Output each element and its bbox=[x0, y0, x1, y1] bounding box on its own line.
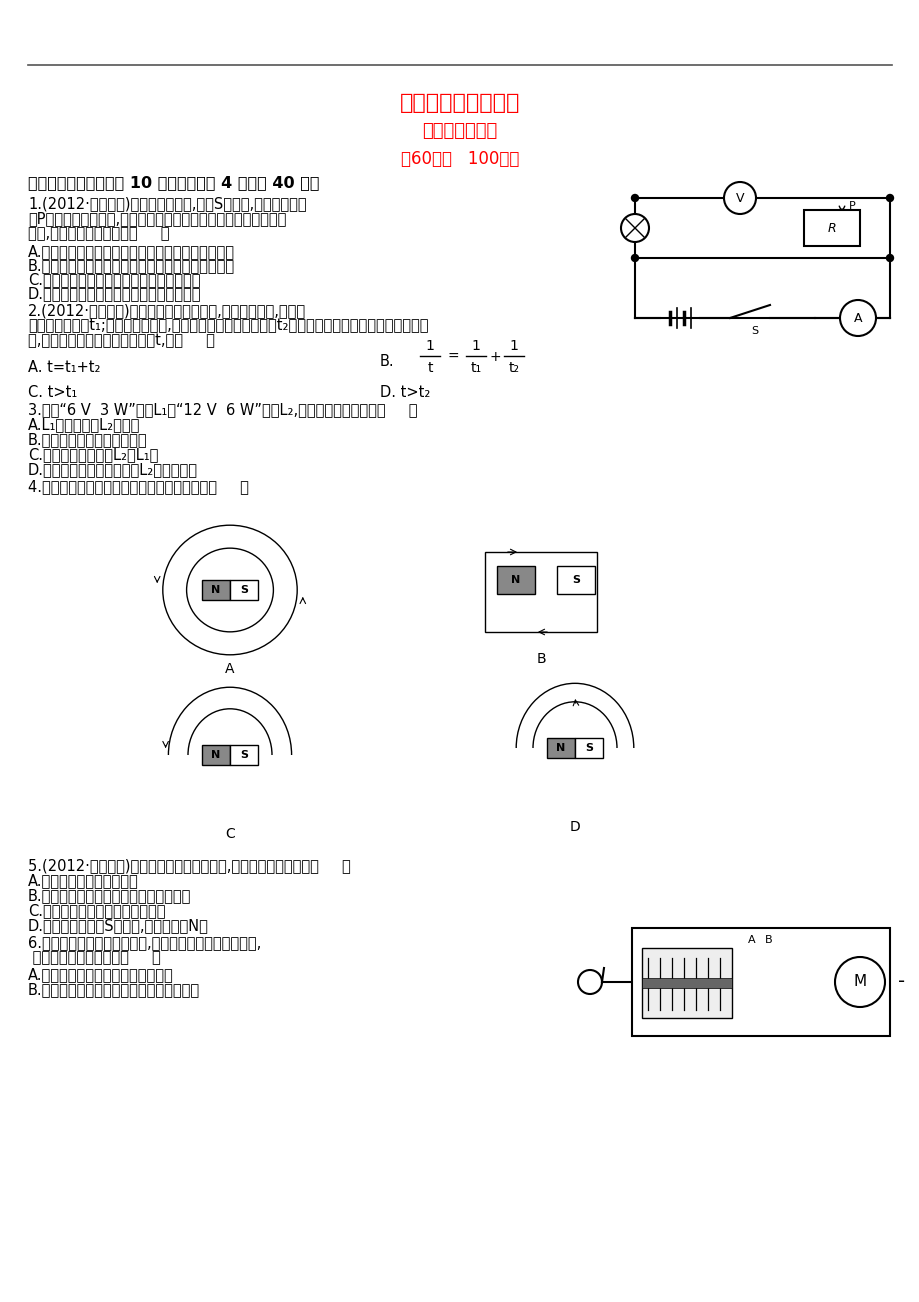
Text: 上,煮永同样一壶水需用的时间为t,则（     ）: 上,煮永同样一壶水需用的时间为t,则（ ） bbox=[28, 333, 215, 348]
Text: A.旋转鑰匙能使电磁铁所在电路工作: A.旋转鑰匙能使电磁铁所在电路工作 bbox=[28, 967, 174, 982]
Text: S: S bbox=[240, 750, 248, 760]
Text: 下列说法中不正确的是（     ）: 下列说法中不正确的是（ ） bbox=[28, 950, 161, 965]
Text: C. t>t₁: C. t>t₁ bbox=[28, 385, 77, 400]
Bar bbox=[484, 552, 596, 631]
Bar bbox=[574, 738, 602, 758]
Circle shape bbox=[886, 254, 892, 262]
Text: N: N bbox=[511, 575, 520, 585]
Text: C.磁感线是磁场中真实存在的曲线: C.磁感线是磁场中真实存在的曲线 bbox=[28, 904, 165, 918]
Text: -: - bbox=[897, 973, 904, 992]
Text: 1: 1 bbox=[425, 339, 434, 353]
Text: R: R bbox=[827, 221, 835, 234]
Text: +: + bbox=[489, 350, 500, 365]
Text: N: N bbox=[211, 585, 221, 595]
Text: D. t>t₂: D. t>t₂ bbox=[380, 385, 430, 400]
Circle shape bbox=[630, 194, 638, 202]
Circle shape bbox=[886, 194, 892, 202]
Text: t₁: t₁ bbox=[470, 361, 481, 375]
Text: 1: 1 bbox=[509, 339, 518, 353]
Text: 片P向右滑动的过程中,有关电流表、电压表的读数以及灯泡亮度的: 片P向右滑动的过程中,有关电流表、电压表的读数以及灯泡亮度的 bbox=[28, 211, 286, 227]
Text: A: A bbox=[225, 661, 234, 676]
Text: A.L₁的电阵大于L₂的电阵: A.L₁的电阵大于L₂的电阵 bbox=[28, 417, 141, 432]
Text: B.磁体之间的相互作用是通过磁场发生的: B.磁体之间的相互作用是通过磁场发生的 bbox=[28, 888, 191, 904]
Text: A.铁和铝都能够被磁体吸引: A.铁和铝都能够被磁体吸引 bbox=[28, 874, 139, 888]
Text: A. t=t₁+t₂: A. t=t₁+t₂ bbox=[28, 359, 100, 375]
Bar bbox=[631, 928, 889, 1036]
Bar bbox=[641, 948, 732, 1018]
Text: A: A bbox=[853, 311, 861, 324]
Bar bbox=[202, 579, 230, 600]
Text: A: A bbox=[747, 935, 755, 945]
Text: 变化,下列说法中正确的是（     ）: 变化,下列说法中正确的是（ ） bbox=[28, 227, 169, 241]
Text: A.电流表的读数变大，电压表的读数变小，灯泡变暗: A.电流表的读数变大，电压表的读数变小，灯泡变暗 bbox=[28, 243, 234, 259]
Circle shape bbox=[723, 182, 755, 214]
Text: 3.关于“6 V  3 W”的灯L₁和“12 V  6 W”的灯L₂,下列说法中正确的是（     ）: 3.关于“6 V 3 W”的灯L₁和“12 V 6 W”的灯L₂,下列说法中正确… bbox=[28, 402, 417, 417]
Text: 2.(2012·烟台中考)某电热器有两根电阵丝,只给一根通电,煮汸一: 2.(2012·烟台中考)某电热器有两根电阵丝,只给一根通电,煮汸一 bbox=[28, 303, 306, 318]
Bar bbox=[496, 566, 535, 594]
Text: D.电流表、电压表的读数都变大，灯泡变亮: D.电流表、电压表的读数都变大，灯泡变亮 bbox=[28, 286, 201, 301]
Text: V: V bbox=[735, 191, 743, 204]
Circle shape bbox=[834, 957, 884, 1006]
Bar bbox=[230, 745, 257, 766]
Text: B.: B. bbox=[380, 354, 394, 368]
Bar bbox=[547, 738, 574, 758]
Bar bbox=[803, 210, 859, 246]
Text: B.电流表的读数变小，电压表的读数变大，灯泡变亮: B.电流表的读数变小，电压表的读数变大，灯泡变亮 bbox=[28, 258, 235, 273]
Text: B.两灯都正常发光时，一样亮: B.两灯都正常发光时，一样亮 bbox=[28, 432, 147, 447]
Text: 第十五～十九章: 第十五～十九章 bbox=[422, 122, 497, 141]
Text: （60分钟   100分）: （60分钟 100分） bbox=[401, 150, 518, 168]
Bar bbox=[641, 978, 732, 988]
Text: 4.图中能正确表示条形磁铁磁场的磁感线的是（     ）: 4.图中能正确表示条形磁铁磁场的磁感线的是（ ） bbox=[28, 479, 249, 493]
Text: 5.(2012·宜昌中考)关于磁体、磁场和磁感线,以下说法中正确的是（     ）: 5.(2012·宜昌中考)关于磁体、磁场和磁感线,以下说法中正确的是（ ） bbox=[28, 858, 350, 874]
Text: S: S bbox=[751, 326, 758, 336]
Text: P: P bbox=[847, 201, 855, 211]
Circle shape bbox=[630, 254, 638, 262]
Circle shape bbox=[839, 299, 875, 336]
Text: S: S bbox=[240, 585, 248, 595]
Text: t: t bbox=[426, 361, 432, 375]
Text: t₂: t₂ bbox=[508, 361, 519, 375]
Text: D: D bbox=[569, 820, 580, 835]
Text: B.电磁铁的工作电压比电动机的工作电压低: B.电磁铁的工作电压比电动机的工作电压低 bbox=[28, 982, 200, 997]
Text: N: N bbox=[211, 750, 221, 760]
Text: C.电流表、电压表的读数都变小，灯泡变暗: C.电流表、电压表的读数都变小，灯泡变暗 bbox=[28, 272, 200, 286]
Text: =: = bbox=[447, 350, 459, 365]
Text: C: C bbox=[225, 827, 234, 841]
Text: 1.(2012·淮安中考)如图所示的电路,开关S闭合后,滑动变阶器滑: 1.(2012·淮安中考)如图所示的电路,开关S闭合后,滑动变阶器滑 bbox=[28, 197, 306, 211]
Text: 6.如图是汽车启动装置原理图,对于这一装置及其工作特点,: 6.如图是汽车启动装置原理图,对于这一装置及其工作特点, bbox=[28, 935, 261, 950]
Text: S: S bbox=[584, 743, 593, 753]
Text: 一、选择题（本大题共 10 小题，每小题 4 分，共 40 分）: 一、选择题（本大题共 10 小题，每小题 4 分，共 40 分） bbox=[28, 174, 319, 190]
Text: M: M bbox=[853, 974, 866, 990]
Text: N: N bbox=[556, 743, 565, 753]
Text: 1: 1 bbox=[471, 339, 480, 353]
Text: 壶水用的时间为t₁;只给另一根通电,煮永同样一壶水用的时间为t₂。若两根电阵丝并联接到原来的电源: 壶水用的时间为t₁;只给另一根通电,煮永同样一壶水用的时间为t₂。若两根电阵丝并… bbox=[28, 318, 428, 333]
Bar bbox=[556, 566, 595, 594]
Bar bbox=[202, 745, 230, 766]
Text: 期未综合检测（一）: 期未综合检测（一） bbox=[400, 92, 519, 113]
Text: D.两灯都正常发光时，通过L₂的电流较大: D.两灯都正常发光时，通过L₂的电流较大 bbox=[28, 462, 198, 477]
Bar bbox=[230, 579, 257, 600]
Circle shape bbox=[620, 214, 648, 242]
Text: S: S bbox=[572, 575, 579, 585]
Text: C.两灯串联工作时，L₂比L₁亮: C.两灯串联工作时，L₂比L₁亮 bbox=[28, 447, 158, 462]
Text: D.磁感线从磁体的S极出来,回到磁体的N极: D.磁感线从磁体的S极出来,回到磁体的N极 bbox=[28, 918, 209, 934]
Text: B: B bbox=[536, 652, 545, 667]
Text: B: B bbox=[765, 935, 772, 945]
